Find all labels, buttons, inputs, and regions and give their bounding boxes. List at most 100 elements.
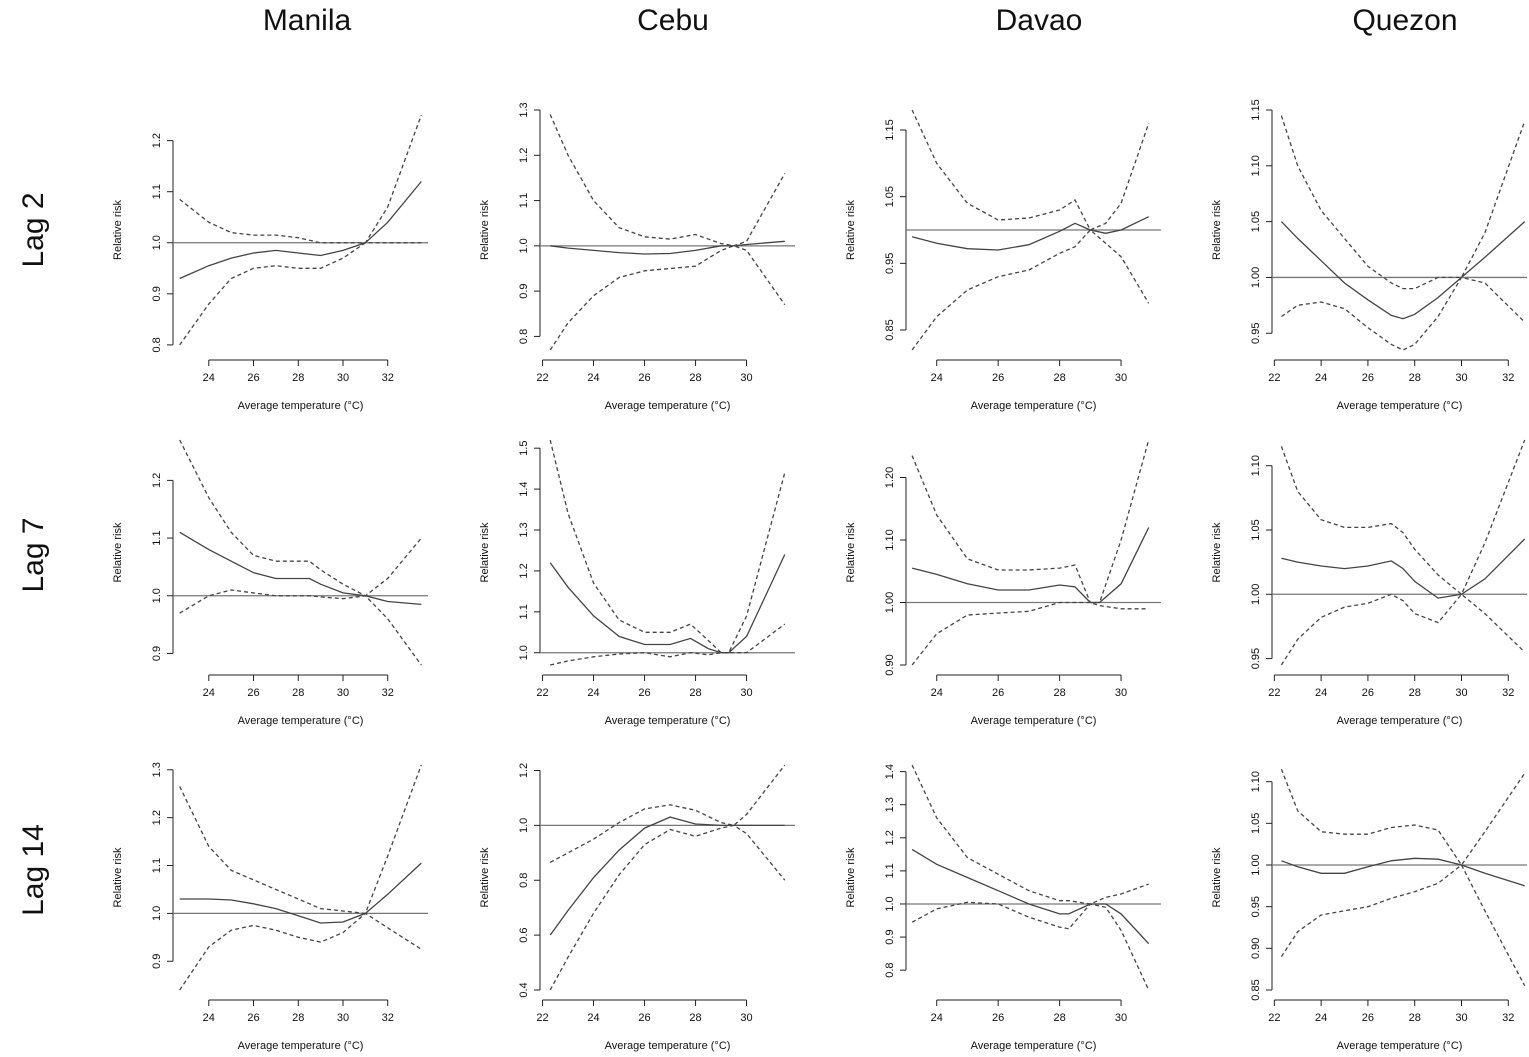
y-axis-label: Relative risk [112, 522, 124, 582]
y-tick-label: 1.2 [518, 563, 530, 578]
y-tick-label: 0.95 [1250, 323, 1262, 344]
panel: 0.95 1.00 1.05 1.10 1.15 Relative risk 22 24 26 2… [1211, 99, 1527, 412]
y-tick-label: 1.10 [884, 529, 896, 550]
y-tick-label: 1.10 [1250, 771, 1262, 792]
x-tick-label: 24 [587, 1012, 599, 1024]
x-tick-label: 32 [382, 1012, 394, 1024]
y-tick-label: 1.00 [1250, 584, 1262, 605]
x-tick-label: 28 [1053, 372, 1065, 384]
y-tick-label: 1.4 [518, 481, 530, 496]
x-tick-label: 30 [337, 687, 349, 699]
x-tick-label: 26 [638, 372, 650, 384]
x-tick-label: 28 [1409, 1012, 1421, 1024]
ci-line [911, 229, 1150, 351]
x-tick-label: 22 [536, 372, 548, 384]
x-tick-label: 30 [337, 1012, 349, 1024]
x-tick-label: 32 [382, 372, 394, 384]
y-tick-label: 0.9 [151, 646, 163, 661]
panel: 0.85 0.90 0.95 1.00 1.05 1.10 Relative risk 22 2… [1211, 768, 1527, 1052]
y-tick-label: 0.90 [1250, 938, 1262, 959]
x-tick-label: 30 [1455, 372, 1467, 384]
panel: 0.9 1.0 1.1 1.2 1.3 Relative risk 24 26 28 30 32 Av… [112, 762, 428, 1052]
x-tick-label: 24 [203, 687, 215, 699]
y-tick-label: 1.0 [151, 906, 163, 921]
y-tick-label: 1.0 [151, 588, 163, 603]
y-tick-label: 1.4 [884, 764, 896, 779]
y-tick-label: 1.3 [151, 762, 163, 777]
x-tick-label: 22 [536, 1012, 548, 1024]
x-tick-label: 28 [1409, 372, 1421, 384]
x-tick-label: 30 [1455, 1012, 1467, 1024]
x-tick-label: 30 [1115, 687, 1127, 699]
ci-line [179, 589, 422, 666]
estimate-line [179, 181, 422, 280]
y-tick-label: 1.20 [884, 467, 896, 488]
ci-line [549, 439, 786, 654]
y-tick-label: 0.9 [151, 954, 163, 969]
y-tick-label: 1.0 [151, 235, 163, 250]
x-tick-label: 26 [992, 1012, 1004, 1024]
x-tick-label: 30 [1115, 372, 1127, 384]
y-tick-label: 1.1 [518, 604, 530, 619]
x-tick-label: 26 [1362, 372, 1374, 384]
estimate-line [1280, 221, 1526, 320]
x-tick-label: 28 [689, 1012, 701, 1024]
x-tick-label: 30 [337, 372, 349, 384]
y-tick-label: 1.05 [1250, 211, 1262, 232]
estimate-line [911, 216, 1149, 251]
y-tick-label: 0.8 [518, 329, 530, 344]
ci-line [911, 601, 1149, 666]
ci-line [550, 623, 786, 666]
y-tick-label: 0.90 [884, 654, 896, 675]
x-axis-label: Average temperature (°C) [971, 1040, 1097, 1052]
y-tick-label: 0.85 [1250, 979, 1262, 1000]
panel: 0.85 0.95 1.05 1.15 Relative risk 24 26 28 30 Ave… [845, 109, 1161, 412]
y-tick-label: 0.8 [151, 337, 163, 352]
y-tick-label: 1.2 [518, 763, 530, 778]
y-tick-label: 0.95 [884, 253, 896, 274]
ci-line [179, 439, 422, 597]
y-axis-label: Relative risk [479, 522, 491, 582]
column-title: Davao [996, 4, 1083, 37]
y-tick-label: 1.3 [884, 797, 896, 812]
y-axis-label: Relative risk [845, 200, 857, 260]
x-tick-label: 28 [1409, 687, 1421, 699]
y-tick-label: 1.10 [1250, 155, 1262, 176]
ci-line [1280, 593, 1526, 666]
estimate-line [1281, 857, 1525, 887]
panel: 0.8 0.9 1.0 1.1 1.2 1.3 Relative risk 22 24 26 28 3… [479, 102, 795, 412]
y-tick-label: 1.1 [518, 193, 530, 208]
column-title: Quezon [1352, 4, 1457, 37]
ci-line [1280, 439, 1526, 596]
panel: 1.0 1.1 1.2 1.3 1.4 1.5 Relative risk 22 24 26 28 3… [479, 439, 795, 727]
y-axis-label: Relative risk [845, 522, 857, 582]
x-tick-label: 32 [1502, 687, 1514, 699]
y-tick-label: 1.0 [518, 818, 530, 833]
panel: 0.90 1.00 1.10 1.20 Relative risk 24 26 28 30 Ave… [845, 439, 1161, 727]
panel: 0.8 0.9 1.0 1.1 1.2 Relative risk 24 26 28 30 32 Av… [112, 114, 428, 412]
x-tick-label: 22 [1268, 687, 1280, 699]
y-tick-label: 0.8 [518, 873, 530, 888]
estimate-line [179, 531, 422, 606]
ci-line [1281, 276, 1526, 351]
y-tick-label: 1.1 [151, 184, 163, 199]
row-title: Lag 14 [17, 824, 50, 916]
x-tick-label: 26 [638, 687, 650, 699]
column-title: Cebu [637, 4, 709, 37]
y-axis-label: Relative risk [1211, 200, 1223, 260]
y-tick-label: 0.6 [518, 927, 530, 942]
estimate-line [911, 848, 1150, 945]
x-tick-label: 32 [382, 687, 394, 699]
y-tick-label: 1.1 [884, 863, 896, 878]
y-axis-label: Relative risk [479, 847, 491, 907]
y-tick-label: 1.3 [518, 102, 530, 117]
y-tick-label: 0.9 [151, 286, 163, 301]
y-tick-label: 1.0 [884, 896, 896, 911]
y-tick-label: 1.1 [151, 530, 163, 545]
x-tick-label: 26 [1362, 687, 1374, 699]
x-tick-label: 30 [740, 1012, 752, 1024]
ci-line [179, 242, 422, 346]
x-tick-label: 26 [1362, 1012, 1374, 1024]
y-tick-label: 1.0 [518, 238, 530, 253]
